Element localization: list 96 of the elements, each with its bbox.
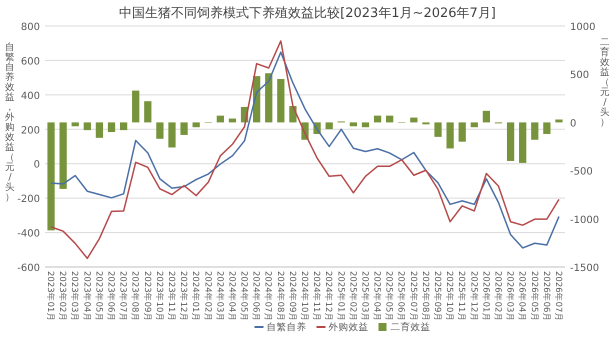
x-tick-label: 2024年12月 (323, 271, 334, 322)
y-tick-label: 800 (20, 22, 40, 33)
bar (374, 116, 382, 122)
x-tick-label: 2026年02月 (492, 271, 504, 322)
text: 自繁自养效益，外购效益（元/头） (5, 42, 15, 203)
y-tick-label: -400 (17, 228, 40, 240)
x-tick-label: 2024年01月 (190, 271, 202, 322)
x-tick-label: 2023年08月 (130, 271, 141, 322)
x-tick-label: 2026年05月 (528, 271, 540, 322)
x-tick-label: 2023年04月 (81, 271, 92, 322)
x-tick-label: 2023年11月 (166, 271, 177, 322)
x-tick-label: 2024年08月 (274, 271, 286, 322)
bar (531, 122, 538, 140)
legend-label: 自繁自养 (266, 321, 306, 333)
bar (168, 122, 176, 148)
bar (543, 122, 550, 134)
x-tick-label: 2025年01月 (335, 271, 346, 322)
y2-tick-label: -1000 (570, 214, 600, 226)
bar (506, 122, 514, 161)
x-tick-label: 2025年12月 (468, 271, 480, 322)
x-tick-label: 2025年06月 (396, 271, 407, 322)
bar (192, 122, 200, 128)
x-tick-label: 2023年06月 (106, 271, 117, 322)
x-tick-label: 2023年09月 (142, 271, 153, 322)
bar (446, 122, 454, 148)
bar (132, 90, 140, 122)
x-tick-label: 2026年07月 (552, 271, 564, 322)
y2-tick-label: 0 (570, 118, 576, 130)
x-tick-label: 2026年06月 (540, 271, 552, 322)
bar (216, 116, 224, 122)
bar (120, 122, 128, 130)
y2-tick-label: -500 (570, 166, 593, 178)
x-tick-label: 2025年11月 (456, 271, 468, 322)
text: 二育效益（元/头） (600, 37, 610, 128)
x-tick-label: 2024年06月 (250, 271, 262, 322)
bar (228, 118, 236, 122)
bar (350, 122, 357, 126)
y2-tick-label: 500 (570, 70, 590, 82)
y-tick-label: -200 (17, 194, 40, 206)
x-tick-label: 2024年09月 (286, 271, 298, 322)
y-tick-label: -600 (17, 263, 40, 274)
y-tick-label: 600 (20, 56, 40, 68)
x-tick-label: 2026年01月 (480, 271, 492, 322)
x-tick-label: 2023年01月 (45, 271, 56, 322)
x-tick-label: 2024年03月 (214, 271, 226, 322)
bar (470, 122, 478, 128)
bar (410, 118, 418, 122)
x-tick-label: 2025年04月 (372, 271, 383, 322)
bar (386, 116, 394, 122)
bar (555, 120, 563, 122)
bar (84, 122, 91, 130)
bar (180, 122, 188, 135)
y-tick-label: 0 (34, 160, 40, 171)
bar (482, 110, 490, 122)
bar (519, 122, 526, 163)
x-tick-label: 2025年02月 (347, 271, 358, 322)
chart-title: 中国生猪不同饲养模式下养殖效益比较[2023年1月~2026年7月] (119, 5, 496, 21)
y-tick-label: 200 (20, 125, 40, 136)
x-tick-label: 2024年07月 (262, 271, 274, 322)
bar (108, 122, 116, 132)
x-tick-label: 2024年05月 (238, 271, 250, 322)
x-tick-label: 2023年02月 (57, 271, 68, 322)
x-tick-label: 2023年10月 (154, 271, 165, 322)
x-tick-label: 2023年03月 (69, 271, 80, 322)
bar (72, 122, 79, 126)
x-tick-label: 2024年11月 (311, 271, 322, 322)
x-tick-label: 2025年05月 (384, 271, 395, 322)
x-tick-label: 2025年09月 (432, 271, 444, 322)
x-tick-label: 2025年03月 (359, 271, 370, 322)
x-tick-label: 2026年04月 (516, 271, 528, 322)
bar (326, 122, 333, 130)
bar (47, 122, 55, 230)
y2-tick-label: -1500 (570, 263, 600, 274)
bar (96, 122, 104, 138)
bar (458, 122, 466, 142)
bar (144, 101, 152, 122)
x-tick-label: 2024年04月 (226, 271, 238, 322)
bar (265, 73, 272, 122)
legend-label: 二育效益 (390, 321, 430, 333)
x-tick-label: 2025年08月 (420, 271, 431, 322)
bar (156, 122, 164, 139)
bar (434, 122, 442, 137)
x-tick-label: 2023年12月 (178, 271, 190, 322)
x-tick-label: 2025年07月 (408, 271, 419, 322)
x-tick-label: 2026年03月 (504, 271, 516, 322)
x-tick-label: 2024年02月 (202, 271, 214, 322)
bar (362, 122, 370, 128)
x-tick-label: 2023年07月 (118, 271, 129, 322)
y2-tick-label: 1000 (570, 22, 596, 33)
bar (277, 79, 284, 122)
y-tick-label: 400 (20, 90, 40, 102)
x-tick-label: 2023年05月 (93, 271, 104, 322)
x-tick-label: 2024年10月 (299, 271, 310, 322)
x-tick-label: 2025年10月 (444, 271, 456, 322)
bar (60, 122, 67, 189)
legend-label: 外购效益 (328, 321, 368, 333)
